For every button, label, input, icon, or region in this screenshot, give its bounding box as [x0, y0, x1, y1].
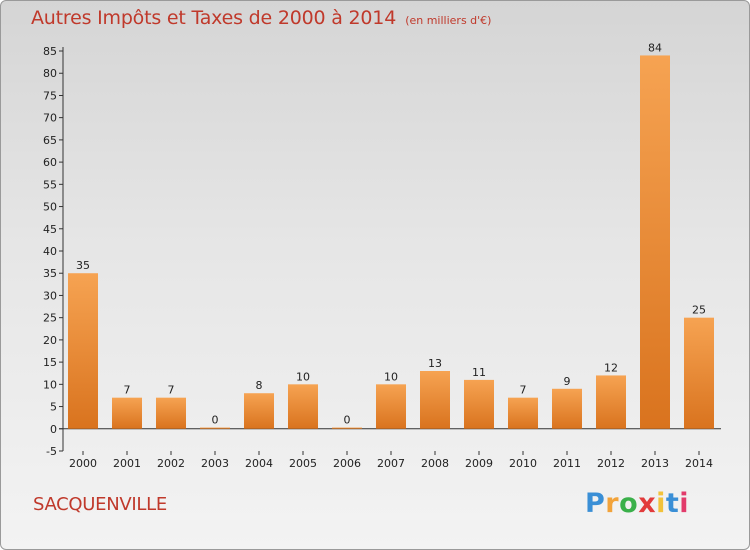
bar-2013 — [640, 55, 670, 429]
y-tick-label: 35 — [43, 267, 57, 280]
x-tick-label-2007: 2007 — [377, 457, 405, 470]
logo-letter: i — [679, 488, 690, 519]
bar-2010 — [508, 397, 538, 429]
bar-2003 — [200, 427, 230, 429]
bar-2009 — [464, 379, 494, 429]
y-tick-label: 70 — [43, 112, 57, 125]
logo-letter: i — [656, 488, 666, 519]
y-tick-label: 50 — [43, 201, 57, 214]
chart-title-row: Autres Impôts et Taxes de 2000 à 2014 (e… — [31, 7, 491, 29]
value-labels: 35 7 7 0 8 10 0 10 13 11 7 9 12 84 25 — [76, 41, 706, 426]
logo-letter: x — [638, 488, 657, 519]
x-tick-label-2009: 2009 — [465, 457, 493, 470]
x-tick-label-2014: 2014 — [685, 457, 713, 470]
bar-2007 — [376, 384, 406, 429]
bar-2005 — [288, 384, 318, 429]
y-tick-label: 30 — [43, 289, 57, 302]
bar-2001 — [112, 397, 142, 429]
x-tick-label-2005: 2005 — [289, 457, 317, 470]
logo-letter: P — [585, 488, 606, 519]
value-label-2013: 84 — [648, 41, 662, 54]
x-tick-label-2010: 2010 — [509, 457, 537, 470]
y-tick-label: 0 — [50, 423, 57, 436]
y-tick-label: 10 — [43, 378, 57, 391]
logo-letter: r — [605, 488, 620, 519]
x-tick-label-2000: 2000 — [69, 457, 97, 470]
logo-letter: o — [619, 488, 639, 519]
x-tick-label-2002: 2002 — [157, 457, 185, 470]
x-tick-label-2011: 2011 — [553, 457, 581, 470]
value-label-2002: 7 — [168, 384, 175, 397]
x-tick-label-2004: 2004 — [245, 457, 273, 470]
y-tick-label: -5 — [46, 445, 57, 458]
bar-2014 — [684, 317, 714, 429]
logo-letter: t — [665, 488, 680, 519]
bars — [68, 55, 714, 429]
value-label-2008: 13 — [428, 357, 442, 370]
bar-2006 — [332, 427, 362, 429]
x-tick-label-2001: 2001 — [113, 457, 141, 470]
value-label-2007: 10 — [384, 370, 398, 383]
x-tick-label-2012: 2012 — [597, 457, 625, 470]
y-tick-label: 20 — [43, 334, 57, 347]
y-tick-label: 65 — [43, 134, 57, 147]
value-label-2014: 25 — [692, 304, 706, 317]
bar-2002 — [156, 397, 186, 429]
value-label-2012: 12 — [604, 361, 618, 374]
bar-2000 — [68, 273, 98, 429]
x-tick-label-2013: 2013 — [641, 457, 669, 470]
bar-2008 — [420, 371, 450, 429]
proxiti-logo: Proxiti — [585, 488, 689, 519]
value-label-2000: 35 — [76, 259, 90, 272]
bar-2011 — [552, 388, 582, 429]
y-tick-label: 5 — [50, 401, 57, 414]
chart-subtitle: (en milliers d'€) — [405, 14, 492, 27]
y-tick-label: 15 — [43, 356, 57, 369]
value-label-2009: 11 — [472, 366, 486, 379]
value-label-2005: 10 — [296, 370, 310, 383]
y-tick-label: 60 — [43, 156, 57, 169]
bar-2012 — [596, 375, 626, 429]
commune-name: SACQUENVILLE — [33, 494, 167, 515]
value-label-2006: 0 — [344, 414, 351, 427]
value-label-2011: 9 — [564, 375, 571, 388]
x-tick-label-2006: 2006 — [333, 457, 361, 470]
y-tick-label: 45 — [43, 223, 57, 236]
x-tick-label-2008: 2008 — [421, 457, 449, 470]
y-tick-label: 40 — [43, 245, 57, 258]
bar-2004 — [244, 393, 274, 429]
value-label-2004: 8 — [256, 379, 263, 392]
value-label-2010: 7 — [520, 384, 527, 397]
chart-title: Autres Impôts et Taxes de 2000 à 2014 — [31, 7, 397, 29]
value-label-2003: 0 — [212, 414, 219, 427]
value-label-2001: 7 — [124, 384, 131, 397]
y-tick-label: 55 — [43, 178, 57, 191]
y-tick-label: 75 — [43, 89, 57, 102]
y-tick-label: 25 — [43, 312, 57, 325]
x-tick-label-2003: 2003 — [201, 457, 229, 470]
y-tick-label: 85 — [43, 45, 57, 58]
y-tick-label: 80 — [43, 67, 57, 80]
